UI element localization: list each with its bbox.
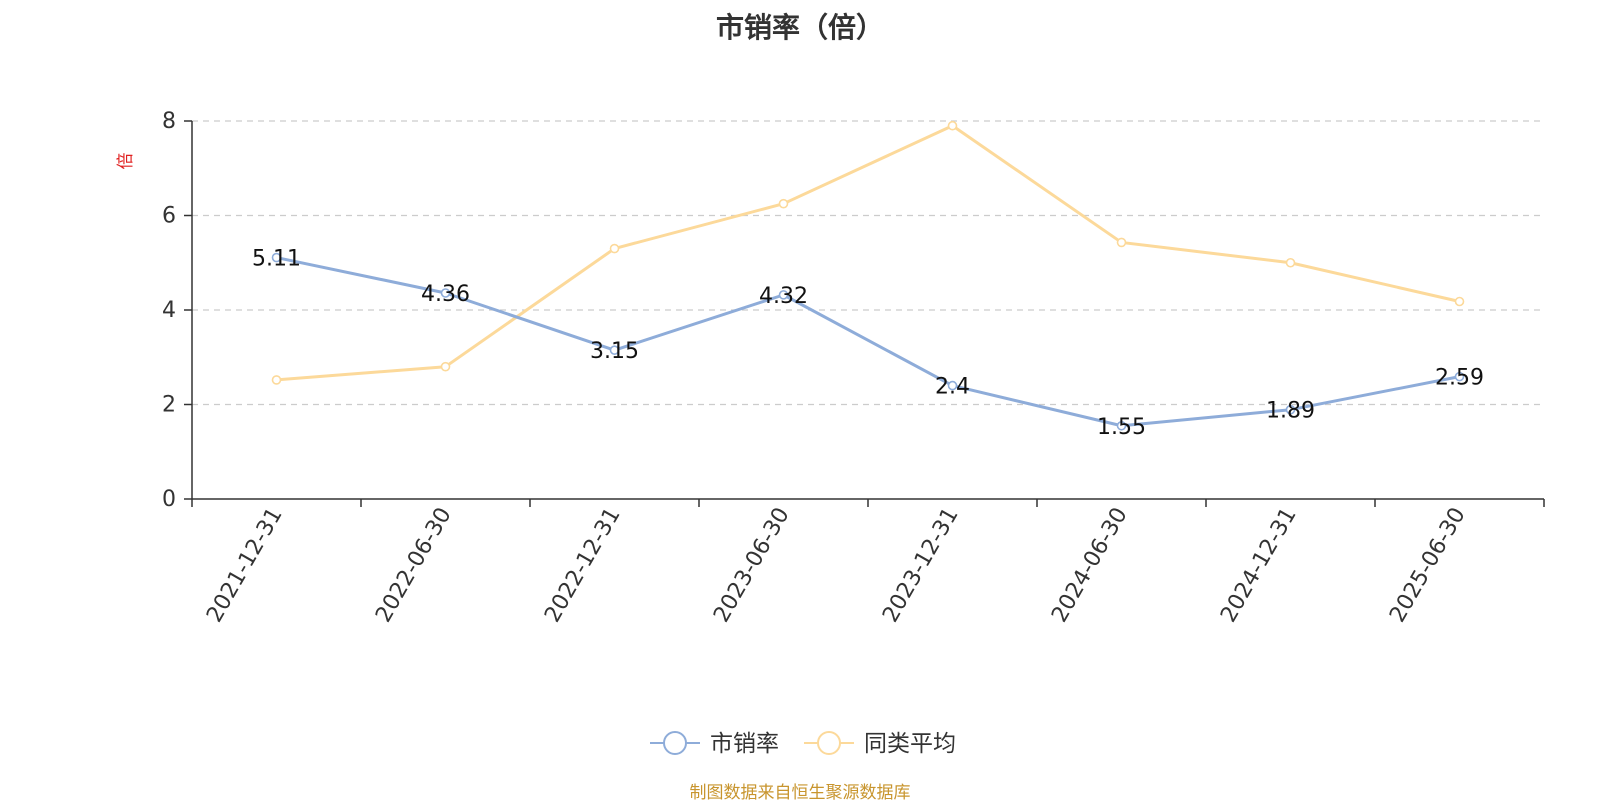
y-tick-label: 8 xyxy=(162,109,176,134)
x-tick-label: 2022-12-31 xyxy=(540,504,626,627)
x-tick-label: 2023-12-31 xyxy=(878,504,964,627)
data-point xyxy=(1116,237,1127,248)
data-point xyxy=(440,288,451,298)
data-point xyxy=(1454,296,1465,307)
x-tick-label: 2024-12-31 xyxy=(1216,504,1302,627)
legend-item-pe-sales: 市销率 xyxy=(650,731,779,757)
series-line-pe-sales xyxy=(276,256,1460,428)
series-line-peer-average xyxy=(276,124,1460,382)
legend-marker xyxy=(817,731,841,755)
legend-label: 市销率 xyxy=(710,731,779,757)
legend-marker xyxy=(663,731,687,755)
data-label: 4.36 xyxy=(421,282,470,307)
source-note: 制图数据来自恒生聚源数据库 xyxy=(689,783,911,803)
chart-title: 市销率（倍） xyxy=(715,11,884,44)
data-point xyxy=(1285,404,1296,415)
data-point xyxy=(778,290,789,300)
data-label: 5.11 xyxy=(252,247,301,272)
data-label: 4.32 xyxy=(759,284,808,309)
legend-label: 同类平均 xyxy=(864,731,956,757)
x-tick-label: 2021-12-31 xyxy=(202,504,288,627)
data-point xyxy=(609,345,620,355)
data-point xyxy=(1285,257,1296,268)
data-label: 2.59 xyxy=(1435,366,1484,391)
y-tick-label: 4 xyxy=(162,298,176,323)
x-tick-label: 2024-06-30 xyxy=(1047,504,1133,627)
y-tick-label: 2 xyxy=(162,393,176,418)
data-label: 3.15 xyxy=(590,339,639,364)
data-point xyxy=(271,375,282,385)
data-label: 2.4 xyxy=(935,375,970,400)
y-tick-label: 6 xyxy=(162,204,176,229)
data-point xyxy=(271,252,282,263)
data-point xyxy=(947,120,958,131)
data-point xyxy=(1116,420,1127,431)
y-tick-label: 0 xyxy=(162,487,176,512)
data-point xyxy=(947,380,958,391)
data-label: 1.89 xyxy=(1266,399,1315,424)
data-point xyxy=(778,198,789,209)
x-tick-label: 2025-06-30 xyxy=(1385,504,1471,627)
data-point xyxy=(609,243,620,254)
x-tick-label: 2023-06-30 xyxy=(709,504,795,627)
x-tick-label: 2022-06-30 xyxy=(371,504,457,627)
legend-item-peer-average: 同类平均 xyxy=(804,731,956,757)
data-label: 1.55 xyxy=(1097,415,1146,440)
y-axis-title: 倍 xyxy=(116,153,136,170)
data-point xyxy=(1454,371,1465,382)
data-point xyxy=(440,361,451,372)
